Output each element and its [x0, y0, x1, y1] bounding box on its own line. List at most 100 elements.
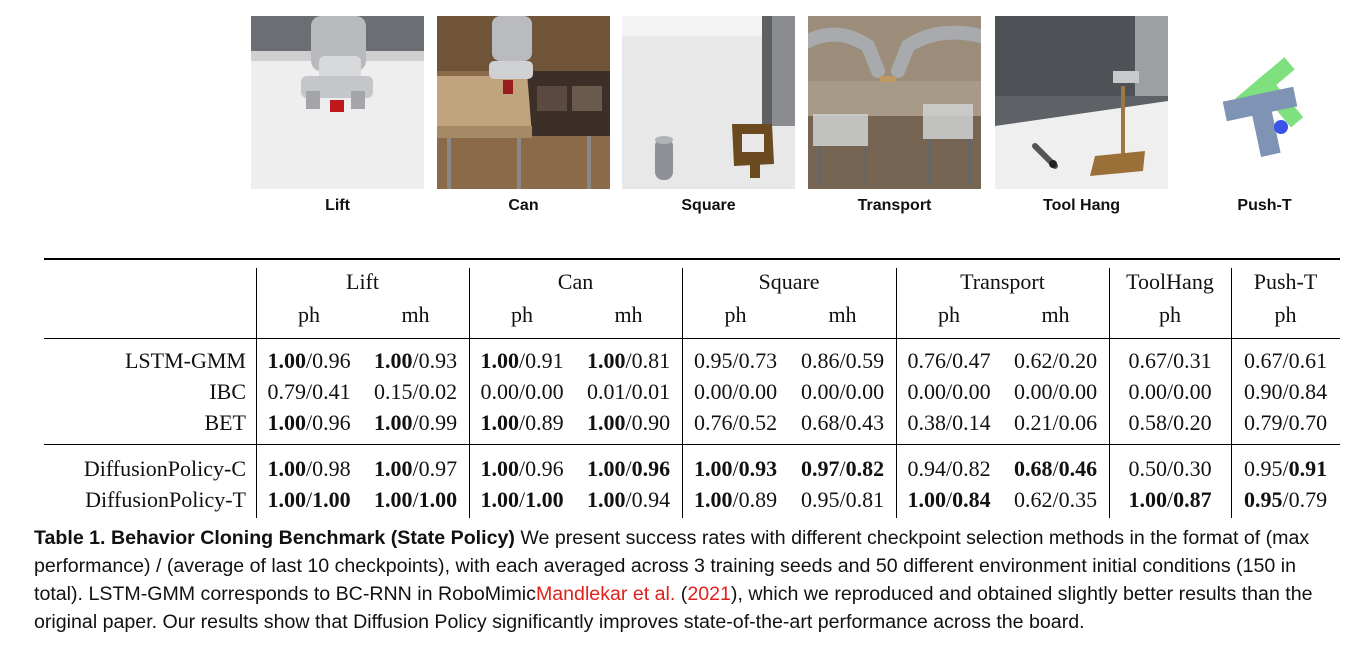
caption-title: Table 1. Behavior Cloning Benchmark (Sta…	[34, 527, 515, 549]
table-cell: 0.95/0.73	[693, 348, 778, 373]
table-cell: 0.95/0.79	[1243, 487, 1328, 512]
can-image	[437, 16, 610, 189]
citation-year-link[interactable]: 2021	[687, 583, 731, 605]
table-cell: 1.00/0.97	[373, 456, 458, 481]
table-cell: 0.79/0.41	[267, 379, 351, 404]
table-cell: 1.00/0.96	[480, 456, 564, 481]
table-cell: 0.15/0.02	[373, 379, 458, 404]
table-cell: 1.00/0.89	[693, 487, 778, 512]
table-cell: 1.00/1.00	[480, 487, 564, 512]
square-image	[622, 16, 795, 189]
lift-caption: Lift	[325, 197, 350, 214]
table-cell: 0.00/0.00	[480, 379, 564, 404]
row-label: BET	[204, 410, 246, 435]
table-cell: 1.00/1.00	[373, 487, 458, 512]
row-label: DiffusionPolicy-C	[83, 456, 246, 481]
results-table: Lift Can Square Transport ToolHang Push-…	[44, 258, 1340, 520]
table-cell: 1.00/0.93	[373, 348, 458, 373]
table-cell: 0.95/0.81	[800, 487, 885, 512]
group-header: ToolHang	[1126, 269, 1214, 294]
table-cell: 0.00/0.00	[907, 379, 991, 404]
table-cell: 0.76/0.52	[693, 410, 778, 435]
sub-header: mh	[401, 302, 430, 327]
table-cell: 0.00/0.00	[1128, 379, 1212, 404]
table-cell: 0.97/0.82	[800, 456, 885, 481]
table-cell: 1.00/0.98	[267, 456, 351, 481]
table-cell: 0.21/0.06	[1013, 410, 1098, 435]
sub-header: ph	[511, 302, 533, 327]
table-cell: 0.67/0.61	[1243, 348, 1328, 373]
table-cell: 0.00/0.00	[1013, 379, 1098, 404]
table-cell: 0.95/0.91	[1243, 456, 1328, 481]
table-cell: 0.38/0.14	[907, 410, 991, 435]
transport-image	[808, 16, 981, 189]
sub-header: ph	[724, 302, 747, 327]
caption-text: We present success rates with different …	[34, 527, 1310, 605]
table-cell: 0.68/0.43	[800, 410, 885, 435]
table-cell: 1.00/0.90	[586, 410, 671, 435]
table-cell: 1.00/0.94	[586, 487, 671, 512]
sub-header: ph	[1159, 302, 1181, 327]
divider	[682, 268, 683, 518]
tool-hang-image	[995, 16, 1168, 189]
group-header: Lift	[346, 269, 379, 294]
table-cell: 1.00/0.96	[267, 348, 351, 373]
sub-header: ph	[298, 302, 320, 327]
table-cell: 1.00/1.00	[267, 487, 351, 512]
push-t-image	[1178, 16, 1348, 189]
transport-caption: Transport	[857, 197, 932, 214]
sub-header: mh	[614, 302, 643, 327]
table-cell: 0.62/0.35	[1013, 487, 1098, 512]
top-rule	[44, 258, 1340, 260]
table-cell: 0.58/0.20	[1128, 410, 1212, 435]
citation-open-paren: (	[675, 583, 688, 605]
table-cell: 1.00/0.89	[480, 410, 564, 435]
group-rule	[44, 444, 1340, 445]
table-cell: 0.62/0.20	[1013, 348, 1098, 373]
sub-header: ph	[1274, 302, 1297, 327]
table-cell: 1.00/0.87	[1128, 487, 1212, 512]
table-cell: 0.01/0.01	[586, 379, 671, 404]
table-cell: 1.00/0.93	[693, 456, 778, 481]
sub-header: ph	[938, 302, 960, 327]
citation-author-link[interactable]: Mandlekar et al.	[535, 583, 676, 605]
table-cell: 1.00/0.91	[480, 348, 564, 373]
table-caption: Table 1. Behavior Cloning Benchmark (Sta…	[34, 524, 1340, 636]
row-label: IBC	[209, 379, 246, 404]
group-header: Square	[758, 269, 820, 294]
task-thumbnails: Lift Can	[0, 16, 1348, 246]
row-label: DiffusionPolicy-T	[85, 487, 246, 512]
tool-hang-caption: Tool Hang	[1042, 197, 1121, 214]
table-cell: 0.68/0.46	[1013, 456, 1098, 481]
divider	[469, 268, 470, 518]
group-header: Transport	[960, 269, 1045, 294]
table-cell: 1.00/0.99	[373, 410, 458, 435]
table-cell: 0.67/0.31	[1128, 348, 1212, 373]
square-caption: Square	[681, 197, 736, 214]
table-cell: 1.00/0.81	[586, 348, 671, 373]
table-cell: 0.86/0.59	[800, 348, 885, 373]
row-label: LSTM-GMM	[124, 348, 246, 373]
divider	[1231, 268, 1232, 518]
table-cell: 1.00/0.84	[907, 487, 991, 512]
push-t-caption: Push-T	[1237, 197, 1292, 214]
group-header: Can	[557, 269, 594, 294]
citation-close-paren: )	[730, 583, 738, 605]
table-cell: 1.00/0.96	[267, 410, 351, 435]
group-header: Push-T	[1253, 269, 1318, 294]
sub-header: mh	[828, 302, 857, 327]
table-cell: 0.76/0.47	[907, 348, 991, 373]
table-cell: 1.00/0.96	[586, 456, 671, 481]
can-caption: Can	[508, 197, 539, 214]
caption-text-continued: , which we reproduced and obtained sligh…	[34, 583, 1313, 633]
table-cell: 0.50/0.30	[1128, 456, 1212, 481]
header-rule	[44, 338, 1340, 339]
table-cell: 0.79/0.70	[1243, 410, 1328, 435]
table-cell: 0.90/0.84	[1243, 379, 1328, 404]
table-cell: 0.94/0.82	[907, 456, 991, 481]
lift-image	[251, 16, 424, 189]
table-cell: 0.00/0.00	[800, 379, 885, 404]
table-cell: 0.00/0.00	[693, 379, 778, 404]
divider	[896, 268, 897, 518]
divider	[256, 268, 257, 518]
